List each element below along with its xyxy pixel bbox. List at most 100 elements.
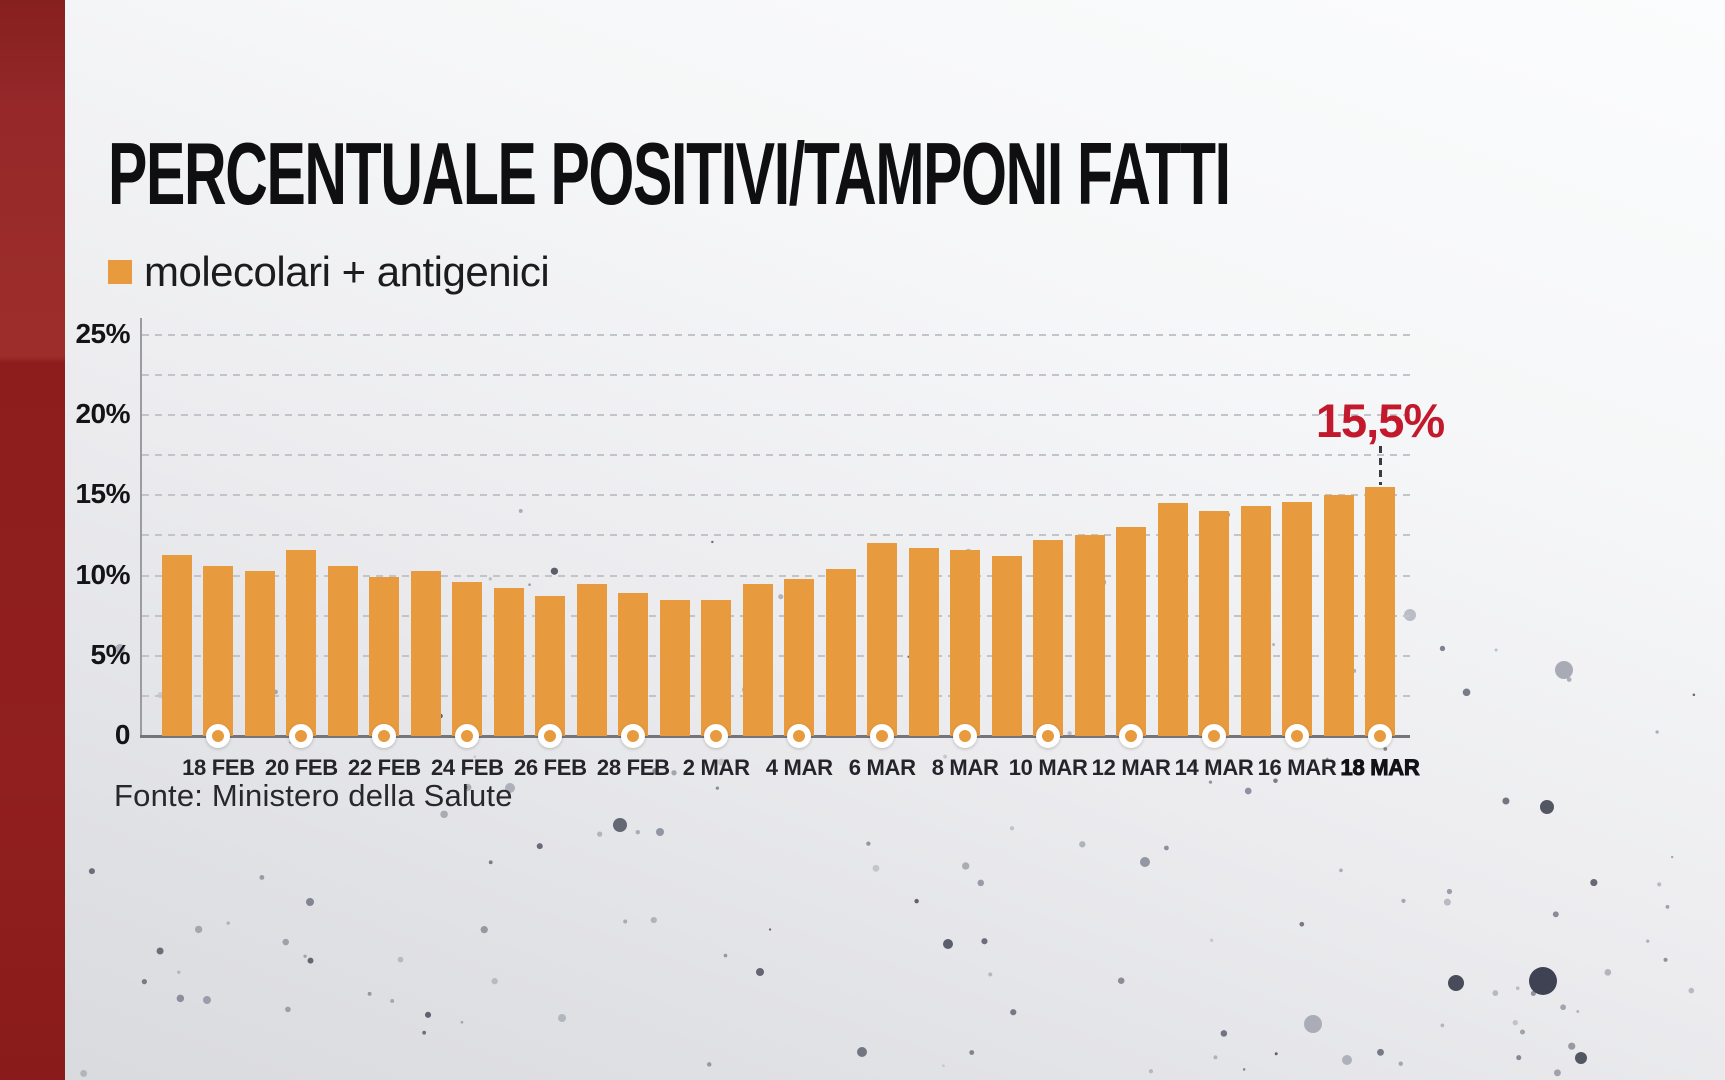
speckle-dot xyxy=(390,999,395,1003)
speckle-dot xyxy=(259,875,265,880)
speckle-dot xyxy=(1670,855,1674,859)
speckle-dot xyxy=(1079,841,1086,848)
bar-17 FEB xyxy=(162,554,192,736)
speckle-dot xyxy=(440,810,448,819)
bar-4 MAR xyxy=(784,578,815,736)
gridline-7.5 xyxy=(142,614,1410,617)
speckle-dot xyxy=(424,1011,432,1018)
speckle-dot xyxy=(1339,868,1343,873)
bar-21 FEB xyxy=(327,565,358,736)
bar-15 MAR xyxy=(1240,506,1271,736)
x-tick-label-8 MAR: 8 MAR xyxy=(931,755,999,780)
speckle-dot xyxy=(613,818,627,832)
speckle-dot xyxy=(550,567,559,575)
baseline-ring-10 MAR xyxy=(1036,724,1061,748)
bar-16 MAR xyxy=(1282,501,1313,736)
speckle-dot xyxy=(1009,826,1015,831)
speckle-dot xyxy=(866,841,871,846)
speckle-dot xyxy=(1446,888,1453,895)
speckle-dot xyxy=(1529,967,1557,995)
speckle-dot xyxy=(1530,990,1536,996)
bar-27 FEB xyxy=(576,583,607,736)
speckle-dot xyxy=(1688,987,1695,994)
speckle-dot xyxy=(505,783,515,793)
speckle-dot xyxy=(422,1030,427,1035)
x-tick-label-14 MAR: 14 MAR xyxy=(1174,755,1254,780)
y-tick-label-10%: 10% xyxy=(75,558,130,590)
bar-17 MAR xyxy=(1323,495,1354,736)
speckle-dot xyxy=(1220,1030,1228,1037)
speckle-dot xyxy=(1553,1069,1561,1077)
speckle-dot xyxy=(914,898,919,904)
speckle-dot xyxy=(1568,1042,1576,1050)
speckle-dot xyxy=(528,583,531,586)
speckle-dot xyxy=(367,991,372,996)
speckle-dot xyxy=(1655,730,1659,734)
speckle-dot xyxy=(1342,1055,1352,1065)
baseline-ring-4 MAR xyxy=(787,724,812,748)
speckle-dot xyxy=(671,770,677,776)
bar-1 MAR xyxy=(659,599,690,736)
baseline-ring-24 FEB xyxy=(455,724,480,748)
x-tick-label-2 MAR: 2 MAR xyxy=(682,755,750,780)
speckle-dot xyxy=(285,1006,291,1013)
x-tick-label-20 FEB: 20 FEB xyxy=(265,755,338,780)
y-axis-line xyxy=(140,318,142,737)
speckle-dot xyxy=(1242,1068,1246,1071)
speckle-dot xyxy=(464,785,468,789)
speckle-dot xyxy=(1439,645,1446,652)
speckle-dot xyxy=(464,783,472,792)
speckle-dot xyxy=(1163,845,1169,851)
speckle-dot xyxy=(706,1062,712,1067)
y-tick-label-5%: 5% xyxy=(90,638,131,670)
speckle-dot xyxy=(943,939,953,949)
speckle-dot xyxy=(1646,939,1650,943)
gridline-12.5 xyxy=(142,534,1410,537)
speckle-dot xyxy=(943,754,948,759)
speckle-dot xyxy=(518,509,523,513)
speckle-dot xyxy=(941,1064,945,1068)
x-tick-label-24 FEB: 24 FEB xyxy=(430,755,504,780)
speckle-dot xyxy=(1191,761,1198,767)
bar-24 FEB xyxy=(452,581,483,736)
speckle-dot xyxy=(282,938,289,946)
speckle-dot xyxy=(177,970,181,974)
speckle-dot xyxy=(491,977,498,985)
left-red-band xyxy=(0,0,65,1080)
speckle-dot xyxy=(988,972,993,977)
speckle-dot xyxy=(872,864,880,872)
bar-18 FEB xyxy=(203,565,234,736)
speckle-dot xyxy=(1404,609,1416,621)
speckle-dot xyxy=(1520,1029,1525,1035)
speckle-dot xyxy=(723,953,728,958)
baseline-ring-8 MAR xyxy=(953,724,978,748)
x-tick-label-10 MAR: 10 MAR xyxy=(1008,755,1088,780)
speckle-dot xyxy=(1067,731,1072,736)
speckle-dot xyxy=(226,921,230,925)
speckle-dot xyxy=(1304,1015,1322,1033)
x-tick-label-16 MAR: 16 MAR xyxy=(1257,755,1337,780)
speckle-dot xyxy=(303,954,307,958)
speckle-dot xyxy=(1117,977,1125,985)
baseline-ring-6 MAR xyxy=(870,724,895,748)
gridline-25 xyxy=(142,333,1410,336)
gridline-2.5 xyxy=(142,694,1410,697)
speckle-dot xyxy=(1576,1009,1580,1013)
speckle-dot xyxy=(1401,898,1406,903)
speckle-dot xyxy=(1692,693,1696,697)
speckle-dot xyxy=(597,831,603,837)
baseline-ring-28 FEB xyxy=(621,724,646,748)
speckle-dot xyxy=(1325,757,1329,761)
speckle-dot xyxy=(1555,661,1573,679)
speckle-dot xyxy=(536,843,543,850)
speckle-dot xyxy=(961,862,970,870)
speckle-dot xyxy=(558,1014,566,1022)
x-tick-label-28 FEB: 28 FEB xyxy=(596,755,670,780)
speckle-dot xyxy=(203,996,211,1004)
y-tick-label-25%: 25% xyxy=(75,317,130,349)
speckle-dot xyxy=(715,786,720,790)
speckle-dot xyxy=(80,1069,88,1077)
speckle-dot xyxy=(488,577,492,581)
speckle-dot xyxy=(756,968,764,976)
